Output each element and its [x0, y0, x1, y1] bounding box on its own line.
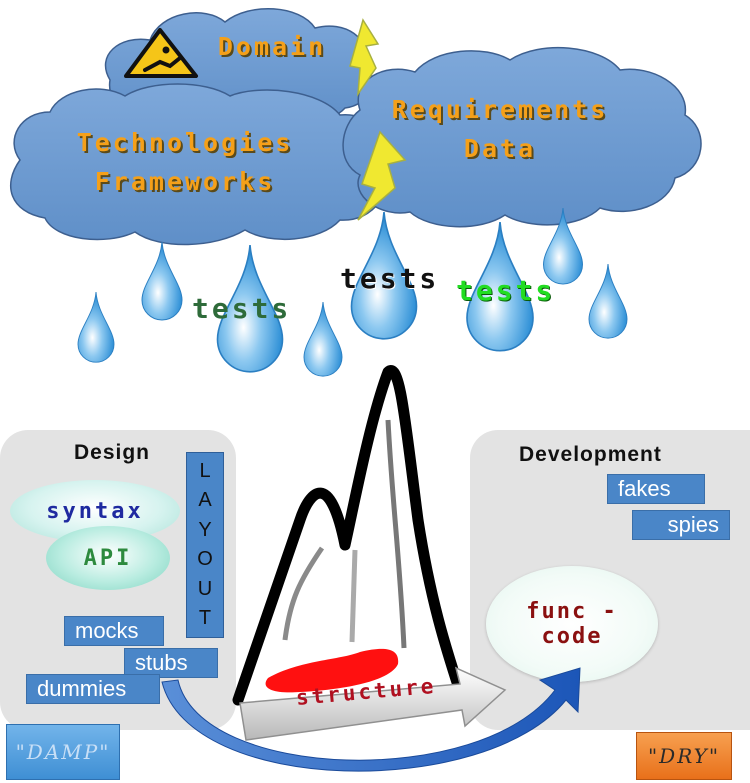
mocks-box: mocks: [64, 616, 164, 646]
layout-letter: L: [199, 459, 211, 482]
tests-label-center: tests: [340, 262, 440, 295]
technologies-label: Technologies: [76, 128, 294, 157]
func-code-ellipse: func - code: [486, 566, 658, 682]
layout-letter: T: [198, 607, 212, 630]
tests-label-right: tests: [456, 274, 556, 307]
data-label: Data: [463, 134, 537, 163]
layout-letter: A: [198, 489, 212, 512]
lightning-bolt-icon: [357, 130, 407, 221]
domain-label: Domain: [217, 32, 327, 61]
tests-label-left: tests: [192, 292, 292, 325]
raindrop-icon: [588, 264, 628, 339]
warning-sign-icon: [124, 28, 198, 78]
design-title: Design: [74, 441, 151, 464]
raindrop-icon: [141, 242, 183, 321]
requirements-label: Requirements: [391, 95, 609, 124]
frameworks-label: Frameworks: [94, 167, 276, 196]
lightning-bolt-icon: [349, 18, 380, 97]
layout-box: L A Y O U T: [186, 452, 224, 638]
func-code-line1: func -: [526, 599, 618, 624]
spies-box: spies: [632, 510, 730, 540]
raindrop-icon: [77, 292, 115, 363]
func-code-line2: code: [541, 624, 603, 649]
dummies-box: dummies: [26, 674, 160, 704]
dry-badge: "DRY": [636, 732, 732, 780]
api-pill: API: [46, 526, 170, 590]
raindrop-icon: [303, 302, 343, 377]
layout-letter: U: [197, 577, 213, 600]
layout-letter: Y: [198, 518, 212, 541]
fakes-box: fakes: [607, 474, 705, 504]
technologies-cloud: [10, 83, 386, 246]
development-title: Development: [519, 443, 662, 466]
damp-badge: "DAMP": [6, 724, 120, 780]
layout-letter: O: [197, 548, 213, 571]
requirements-cloud: [342, 46, 702, 228]
